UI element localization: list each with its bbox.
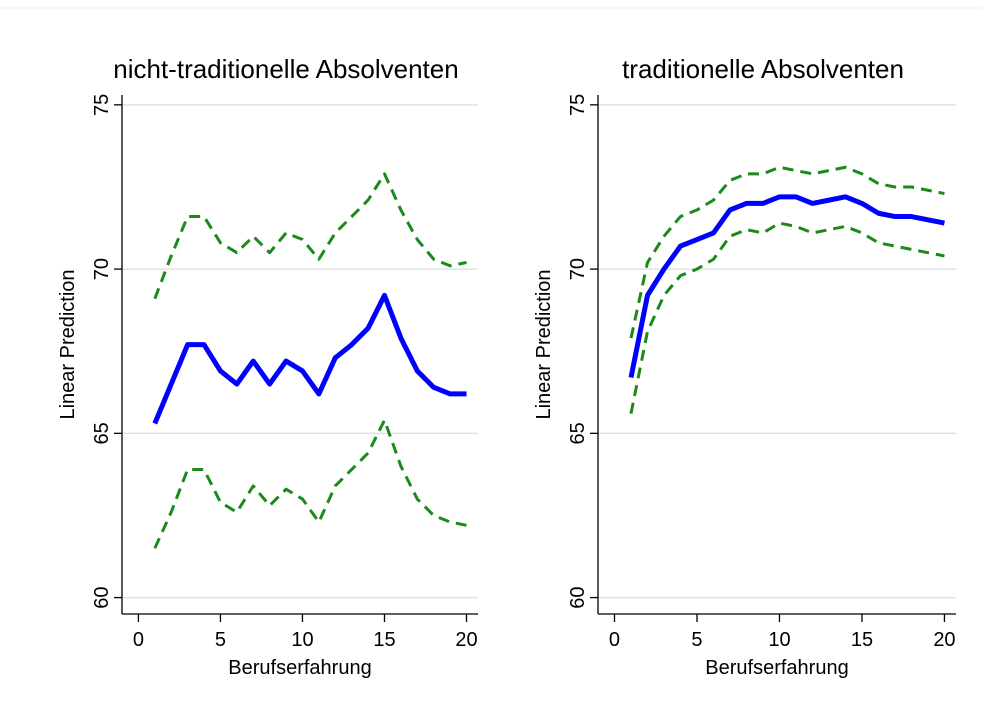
x-tick-label: 5 (691, 629, 702, 651)
y-tick-label: 75 (567, 94, 589, 116)
y-tick-label: 60 (567, 586, 589, 608)
x-tick-label: 15 (851, 629, 873, 651)
y-axis-label: Linear Prediction (533, 269, 555, 419)
y-tick-label: 65 (91, 422, 113, 444)
x-tick-label: 15 (373, 629, 395, 651)
x-tick-label: 0 (609, 629, 620, 651)
x-tick-label: 0 (133, 629, 144, 651)
x-tick-label: 20 (455, 629, 477, 651)
line (152, 292, 467, 425)
y-tick-label: 70 (91, 258, 113, 280)
line (629, 221, 945, 414)
x-tick-label: 10 (291, 629, 313, 651)
y-axis-label: Linear Prediction (57, 269, 79, 419)
line (628, 194, 945, 378)
chart-title: nicht-traditionelle Absolventen (113, 54, 458, 84)
line (629, 165, 945, 339)
y-tick-label: 75 (91, 94, 113, 116)
y-tick-label: 60 (91, 586, 113, 608)
y-tick-label: 65 (567, 422, 589, 444)
line (153, 418, 467, 549)
chart-title: traditionelle Absolventen (622, 54, 904, 84)
line (153, 172, 467, 300)
y-tick-label: 70 (567, 258, 589, 280)
x-tick-label: 20 (933, 629, 955, 651)
x-axis-label: Berufserfahrung (228, 657, 371, 679)
x-axis-label: Berufserfahrung (705, 657, 848, 679)
x-tick-label: 10 (768, 629, 790, 651)
x-tick-label: 5 (215, 629, 226, 651)
